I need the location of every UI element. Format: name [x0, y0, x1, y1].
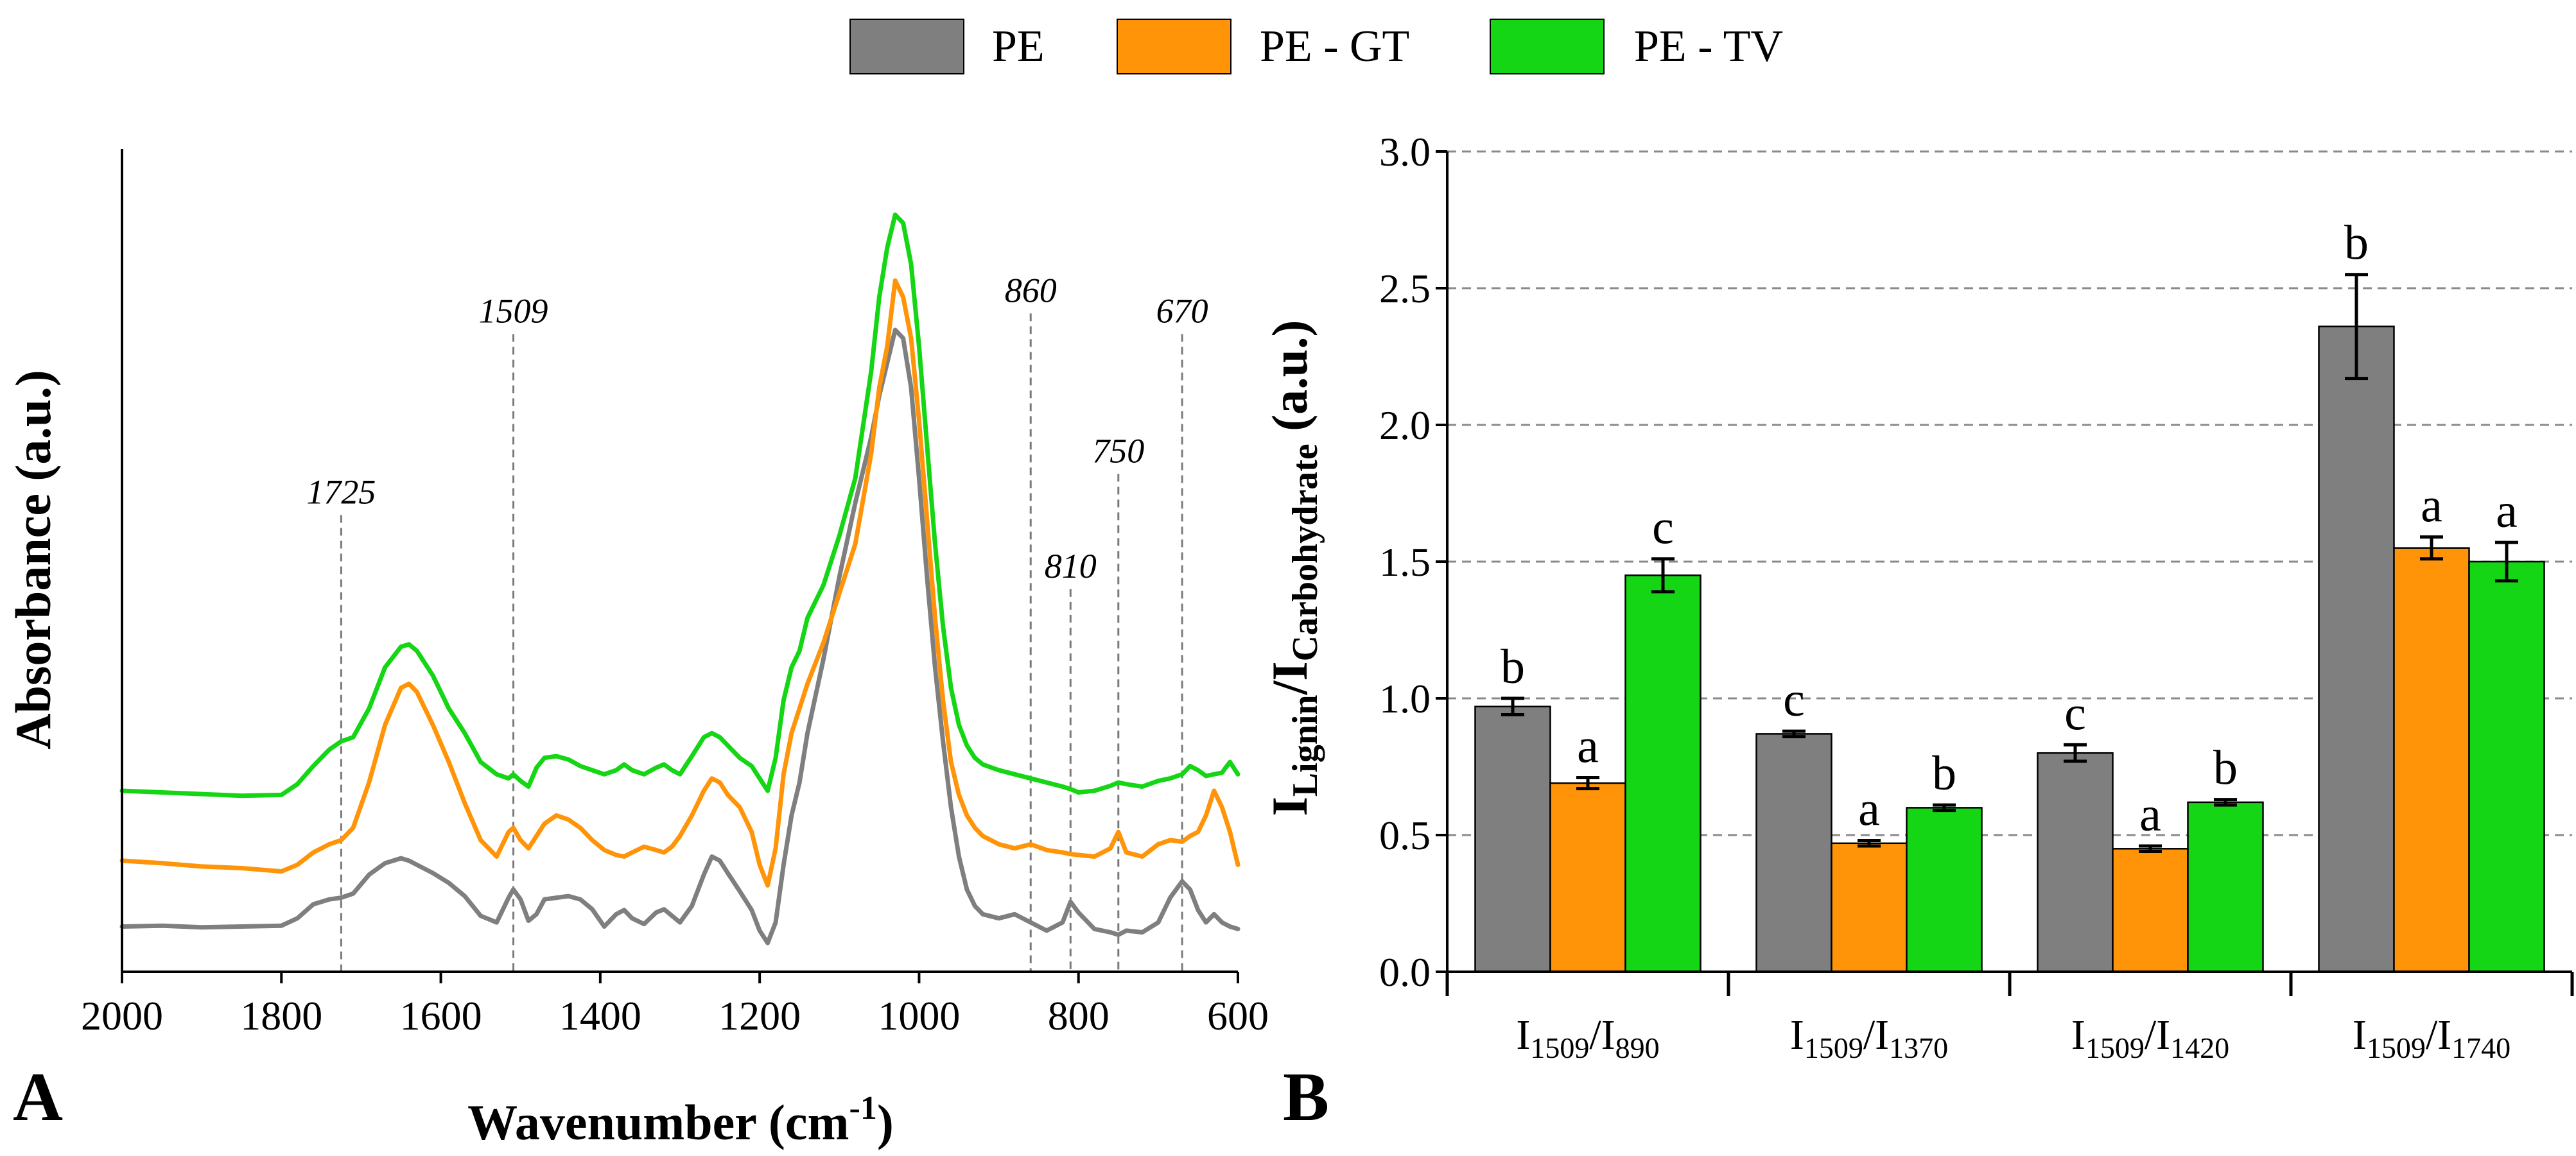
category-label-part: I — [2071, 1012, 2085, 1058]
panel-b-y-title: ILignin/ICarbohydrate (a.u.) — [1262, 320, 1325, 816]
panel-a: 1725 1509 860 810 750 670 2000 1800 1600 1400 120… — [5, 149, 1269, 1150]
category-label: I1509/I890 — [1516, 1012, 1659, 1064]
category-label-part: I — [1516, 1012, 1530, 1058]
peak-markers: 1725 1509 860 810 750 670 — [306, 271, 1208, 972]
spectrum-line-1 — [119, 278, 1240, 888]
spectrum-line-2 — [119, 212, 1240, 798]
category-label-part: /I — [1863, 1012, 1889, 1058]
panel-a-letter: A — [13, 1059, 63, 1135]
y-tick-label: 2.5 — [1379, 266, 1431, 311]
bar — [2318, 325, 2395, 973]
peak-marker-label: 670 — [1156, 291, 1208, 330]
category-label-part: 1420 — [2170, 1031, 2229, 1064]
panel-a-x-title: Wavenumber (cm-1) — [467, 1090, 894, 1150]
bar — [2393, 547, 2470, 973]
category-label-part: 1509 — [1804, 1031, 1863, 1064]
bar — [2187, 801, 2264, 973]
significance-letter: b — [1932, 746, 1956, 800]
significance-letter: a — [1858, 782, 1880, 836]
x-tick-label: 1000 — [878, 993, 960, 1039]
y-tick-label: 1.0 — [1379, 676, 1431, 721]
bar — [1624, 574, 1701, 973]
bar — [2112, 848, 2189, 973]
legend-item-pe: PE — [849, 19, 1045, 74]
peak-marker-label: 1509 — [479, 291, 548, 330]
x-tick-label: 2000 — [81, 993, 163, 1039]
panel-a-x-ticks: 2000 1800 1600 1400 1200 1000 800 600 — [81, 972, 1269, 1039]
category-label-part: 1370 — [1889, 1031, 1948, 1064]
category-label-part: /I — [2426, 1012, 2451, 1058]
x-tick-label: 1200 — [718, 993, 801, 1039]
x-tick-label: 800 — [1048, 993, 1110, 1039]
bar — [1831, 842, 1908, 973]
significance-letter: a — [2496, 484, 2518, 538]
bar — [1474, 705, 1551, 973]
y-tick-label: 0.0 — [1379, 949, 1431, 995]
category-label-part: 1740 — [2451, 1031, 2511, 1064]
legend: PE PE - GT PE - TV — [849, 19, 1783, 74]
legend-label-pe: PE — [992, 22, 1045, 71]
panel-a-axes — [121, 149, 1238, 973]
x-tick-label: 1800 — [240, 993, 322, 1039]
x-tick-label: 600 — [1207, 993, 1269, 1039]
peak-marker-label: 860 — [1005, 271, 1057, 309]
category-label: I1509/I1740 — [2353, 1012, 2511, 1064]
category-label-part: 1509 — [2085, 1031, 2145, 1064]
y-tick-label: 0.5 — [1379, 813, 1431, 858]
legend-item-pe-gt: PE - GT — [1117, 19, 1409, 74]
legend-swatch-pe-gt — [1117, 19, 1231, 74]
panel-b-x-ticks: I1509/I890 I1509/I1370 I1509/I1420 I1509/I1… — [1445, 972, 2574, 1064]
significance-letter: a — [2139, 788, 2161, 841]
y-tick-label: 1.5 — [1379, 539, 1431, 585]
significance-letter: b — [2344, 216, 2369, 270]
category-label-part: I — [1790, 1012, 1804, 1058]
y-tick-label: 3.0 — [1379, 129, 1431, 175]
bar — [1906, 807, 1983, 973]
panel-a-y-title: Absorbance (a.u.) — [5, 370, 61, 750]
legend-item-pe-tv: PE - TV — [1490, 19, 1783, 74]
category-label-part: I — [2353, 1012, 2367, 1058]
category-label-part: 1509 — [1530, 1031, 1589, 1064]
peak-marker-label: 750 — [1092, 431, 1144, 470]
significance-letter: a — [1577, 720, 1599, 773]
y-tick-label: 2.0 — [1379, 402, 1431, 448]
category-label-part: 890 — [1615, 1031, 1660, 1064]
peak-marker-label: 810 — [1045, 547, 1097, 585]
category-label: I1509/I1370 — [1790, 1012, 1948, 1064]
category-label: I1509/I1420 — [2071, 1012, 2229, 1064]
panel-b-y-ticks: 0.0 0.5 1.0 1.5 2.0 2.5 3.0 — [1379, 129, 1447, 995]
bar — [2037, 752, 2114, 973]
spectra-lines — [119, 212, 1240, 945]
bar — [2468, 560, 2545, 973]
legend-swatch-pe-tv — [1490, 19, 1605, 74]
legend-label-pe-tv: PE - TV — [1634, 22, 1783, 71]
category-label-part: 1509 — [2367, 1031, 2426, 1064]
legend-swatch-pe — [849, 19, 964, 74]
x-tick-label: 1600 — [400, 993, 482, 1039]
significance-letter: c — [1783, 673, 1805, 727]
x-tick-label: 1400 — [559, 993, 641, 1039]
category-label-part: /I — [2145, 1012, 2170, 1058]
panel-b-letter: B — [1283, 1059, 1329, 1135]
bar — [1549, 782, 1626, 973]
peak-marker-label: 1725 — [306, 472, 376, 511]
bar — [1755, 733, 1832, 973]
significance-letter: c — [1652, 501, 1674, 555]
spectrum-line-0 — [119, 327, 1240, 945]
significance-letter: a — [2421, 479, 2442, 533]
category-label-part: /I — [1589, 1012, 1615, 1058]
significance-letter: c — [2064, 686, 2086, 740]
significance-letter: b — [1501, 640, 1525, 694]
significance-letter: b — [2213, 741, 2238, 795]
legend-label-pe-gt: PE - GT — [1260, 22, 1409, 71]
